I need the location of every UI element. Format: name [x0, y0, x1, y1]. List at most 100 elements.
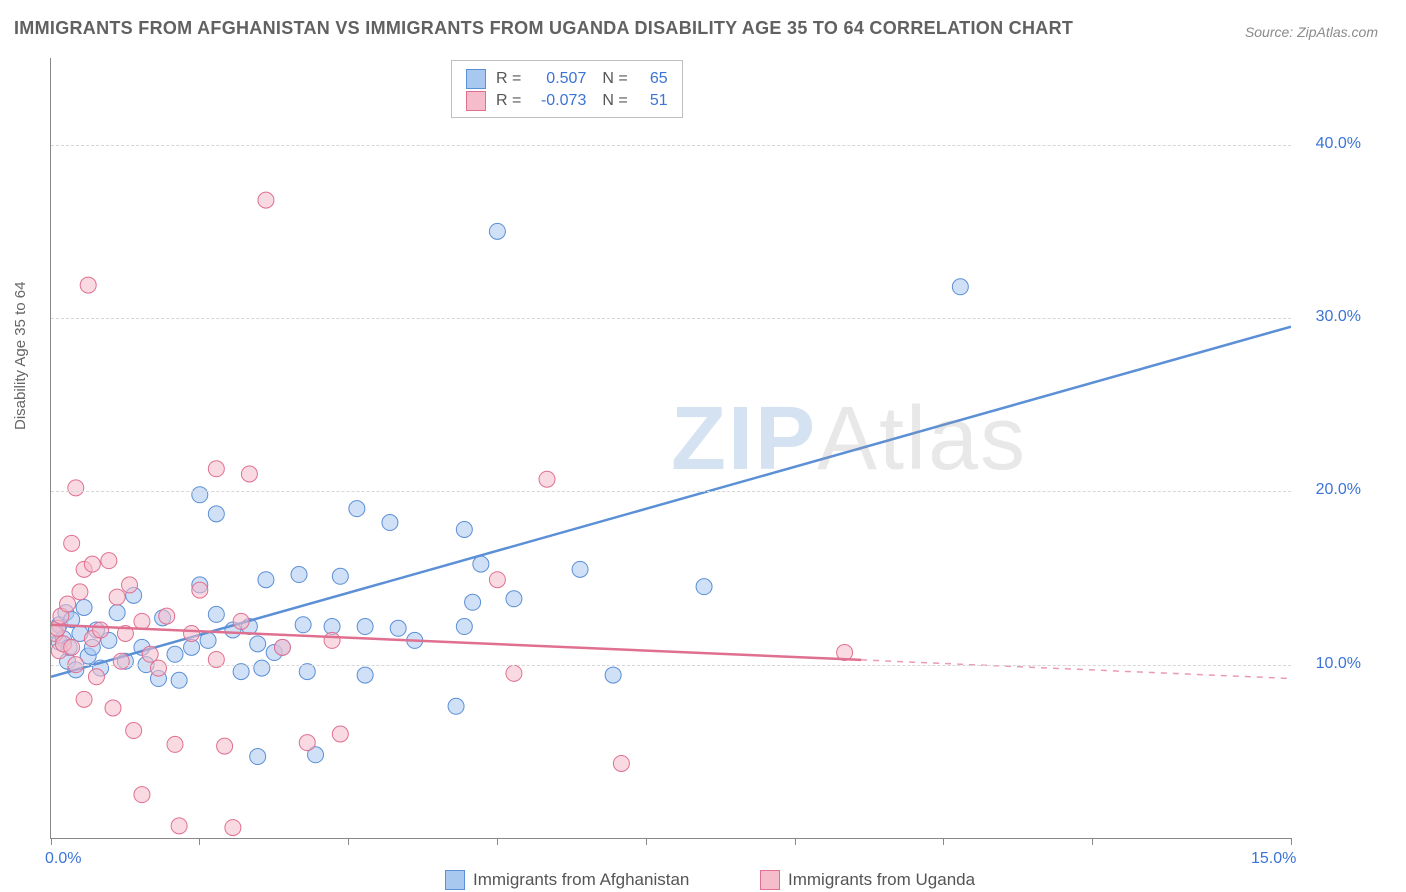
scatter-point	[250, 749, 266, 765]
source-attribution: Source: ZipAtlas.com	[1245, 24, 1378, 40]
scatter-point	[489, 572, 505, 588]
scatter-point	[258, 572, 274, 588]
n-value-uganda: 51	[638, 92, 668, 110]
scatter-point	[382, 515, 398, 531]
scatter-point	[233, 613, 249, 629]
x-tick	[51, 838, 52, 845]
r-label: R =	[496, 92, 521, 110]
scatter-point	[696, 579, 712, 595]
chart-plot-area: ZIPAtlas R = 0.507 N = 65 R = -0.073 N =…	[50, 58, 1291, 839]
scatter-point	[217, 738, 233, 754]
series-name-afghanistan: Immigrants from Afghanistan	[473, 870, 689, 890]
scatter-point	[295, 617, 311, 633]
gridline	[51, 318, 1291, 319]
scatter-point	[134, 787, 150, 803]
scatter-point	[64, 639, 80, 655]
scatter-point	[225, 820, 241, 836]
regression-line-dashed	[861, 660, 1291, 679]
series-legend-uganda: Immigrants from Uganda	[760, 870, 975, 890]
scatter-point	[332, 726, 348, 742]
chart-svg	[51, 58, 1291, 838]
scatter-point	[167, 646, 183, 662]
scatter-point	[208, 461, 224, 477]
scatter-point	[93, 622, 109, 638]
y-tick-label: 10.0%	[1316, 655, 1361, 673]
n-label: N =	[602, 92, 627, 110]
y-tick-label: 40.0%	[1316, 135, 1361, 153]
scatter-point	[605, 667, 621, 683]
scatter-point	[192, 582, 208, 598]
x-tick	[497, 838, 498, 845]
scatter-point	[64, 535, 80, 551]
n-value-afghanistan: 65	[638, 70, 668, 88]
scatter-point	[76, 599, 92, 615]
x-tick	[1092, 838, 1093, 845]
x-tick	[199, 838, 200, 845]
scatter-point	[324, 632, 340, 648]
scatter-point	[258, 192, 274, 208]
gridline	[51, 491, 1291, 492]
scatter-point	[299, 664, 315, 680]
r-value-afghanistan: 0.507	[531, 70, 586, 88]
scatter-point	[233, 664, 249, 680]
scatter-point	[192, 487, 208, 503]
scatter-point	[105, 700, 121, 716]
scatter-point	[613, 755, 629, 771]
scatter-point	[473, 556, 489, 572]
scatter-point	[456, 521, 472, 537]
scatter-point	[254, 660, 270, 676]
scatter-point	[122, 577, 138, 593]
scatter-point	[109, 605, 125, 621]
scatter-point	[539, 471, 555, 487]
scatter-point	[84, 556, 100, 572]
scatter-point	[134, 613, 150, 629]
scatter-point	[76, 691, 92, 707]
swatch-afghanistan	[466, 69, 486, 89]
scatter-point	[465, 594, 481, 610]
scatter-point	[150, 660, 166, 676]
scatter-point	[72, 584, 88, 600]
scatter-point	[357, 667, 373, 683]
gridline	[51, 665, 1291, 666]
series-name-uganda: Immigrants from Uganda	[788, 870, 975, 890]
scatter-point	[80, 277, 96, 293]
chart-title: IMMIGRANTS FROM AFGHANISTAN VS IMMIGRANT…	[14, 18, 1073, 39]
correlation-legend: R = 0.507 N = 65 R = -0.073 N = 51	[451, 60, 683, 118]
scatter-point	[142, 646, 158, 662]
swatch-uganda	[466, 91, 486, 111]
scatter-point	[506, 591, 522, 607]
scatter-point	[167, 736, 183, 752]
r-label: R =	[496, 70, 521, 88]
y-axis-label: Disability Age 35 to 64	[12, 282, 29, 430]
scatter-point	[448, 698, 464, 714]
scatter-point	[291, 567, 307, 583]
scatter-point	[126, 723, 142, 739]
y-tick-label: 20.0%	[1316, 481, 1361, 499]
legend-row-afghanistan: R = 0.507 N = 65	[466, 69, 668, 89]
swatch-afghanistan	[445, 870, 465, 890]
scatter-point	[208, 506, 224, 522]
scatter-point	[241, 466, 257, 482]
n-label: N =	[602, 70, 627, 88]
scatter-point	[113, 653, 129, 669]
scatter-point	[250, 636, 266, 652]
x-tick	[795, 838, 796, 845]
x-tick-label: 15.0%	[1251, 850, 1296, 868]
scatter-point	[349, 501, 365, 517]
scatter-point	[208, 606, 224, 622]
scatter-point	[159, 608, 175, 624]
r-value-uganda: -0.073	[531, 92, 586, 110]
scatter-point	[572, 561, 588, 577]
scatter-point	[489, 223, 505, 239]
x-tick	[1291, 838, 1292, 845]
scatter-point	[171, 672, 187, 688]
swatch-uganda	[760, 870, 780, 890]
scatter-point	[390, 620, 406, 636]
scatter-point	[274, 639, 290, 655]
legend-row-uganda: R = -0.073 N = 51	[466, 91, 668, 111]
scatter-point	[171, 818, 187, 834]
x-tick	[646, 838, 647, 845]
scatter-point	[101, 553, 117, 569]
scatter-point	[68, 480, 84, 496]
scatter-point	[332, 568, 348, 584]
